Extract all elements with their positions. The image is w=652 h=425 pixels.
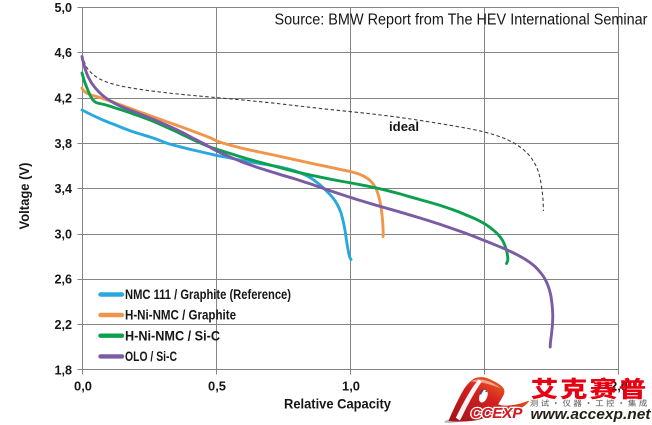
svg-text:3,8: 3,8 xyxy=(55,136,73,151)
svg-text:Relative Capacity: Relative Capacity xyxy=(284,397,391,412)
svg-text:Source: BMW Report from The HE: Source: BMW Report from The HEV Internat… xyxy=(275,12,648,29)
svg-text:H-Ni-NMC / Si-C: H-Ni-NMC / Si-C xyxy=(125,328,220,343)
svg-text:4,6: 4,6 xyxy=(55,45,73,60)
svg-text:0,0: 0,0 xyxy=(74,379,92,394)
svg-text:CCEXP: CCEXP xyxy=(471,406,523,422)
svg-text:H-Ni-NMC / Graphite: H-Ni-NMC / Graphite xyxy=(125,308,236,323)
svg-text:1,0: 1,0 xyxy=(342,379,360,394)
svg-text:5,0: 5,0 xyxy=(55,0,73,15)
svg-text:0,5: 0,5 xyxy=(208,379,226,394)
svg-text:1,8: 1,8 xyxy=(55,362,73,377)
svg-text:3,4: 3,4 xyxy=(55,181,73,196)
svg-text:ideal: ideal xyxy=(389,119,419,134)
svg-text:3,0: 3,0 xyxy=(55,226,73,241)
svg-text:2,2: 2,2 xyxy=(55,317,73,332)
svg-text:CCEXP: CCEXP xyxy=(471,406,523,422)
svg-text:www.accexp.net: www.accexp.net xyxy=(531,407,652,423)
svg-text:2,6: 2,6 xyxy=(55,272,73,287)
svg-text:NMC 111 / Graphite (Reference): NMC 111 / Graphite (Reference) xyxy=(125,287,291,302)
svg-text:4,2: 4,2 xyxy=(55,91,73,106)
svg-text:Voltage (V): Voltage (V) xyxy=(17,163,32,230)
svg-text:OLO / Si-C: OLO / Si-C xyxy=(125,349,177,364)
